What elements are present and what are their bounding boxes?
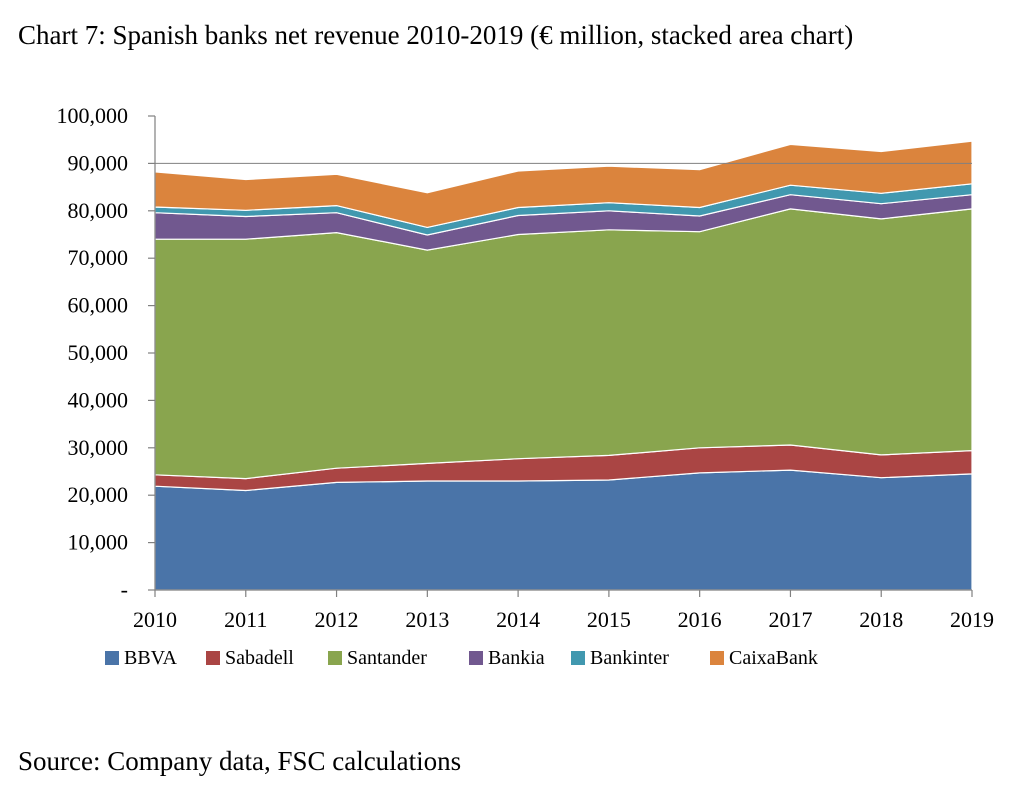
legend-item-sabadell: Sabadell [206, 647, 294, 669]
x-tick-label: 2014 [496, 607, 540, 632]
legend-swatch [469, 651, 483, 665]
legend-label: CaixaBank [729, 647, 818, 669]
x-tick-label: 2017 [768, 607, 812, 632]
y-tick-label: 40,000 [68, 387, 129, 412]
source-note: Source: Company data, FSC calculations [18, 746, 462, 776]
y-tick-label: 10,000 [68, 530, 129, 555]
legend-item-bankia: Bankia [469, 647, 545, 669]
x-tick-label: 2010 [133, 607, 177, 632]
x-tick-label: 2019 [950, 607, 994, 632]
legend-swatch [206, 651, 220, 665]
legend-label: BBVA [124, 647, 178, 669]
y-tick-labels: - 10,000 20,000 30,000 40,000 50,000 60,000 70,… [57, 103, 129, 602]
legend-item-bankinter: Bankinter [571, 647, 669, 669]
legend-label: Bankia [488, 647, 545, 669]
legend-item-santander: Santander [328, 647, 427, 669]
x-tick-label: 2012 [315, 607, 359, 632]
y-tick-label: 80,000 [68, 198, 129, 223]
chart-title: Chart 7: Spanish banks net revenue 2010-… [18, 20, 854, 50]
axes-layer [148, 115, 973, 597]
legend-swatch [105, 651, 119, 665]
y-tick-label: 90,000 [68, 150, 129, 175]
x-tick-label: 2011 [224, 607, 267, 632]
area-santander [154, 208, 973, 480]
legend-swatch [328, 651, 342, 665]
legend-label: Sabadell [225, 647, 294, 669]
x-tick-label: 2013 [405, 607, 449, 632]
legend-label: Santander [347, 647, 427, 669]
legend-swatch [571, 651, 585, 665]
legend-label: Bankinter [590, 647, 669, 669]
x-tick-label: 2016 [678, 607, 722, 632]
legend: BBVA Sabadell Santander Bankia Bankinter Caix… [105, 647, 818, 669]
y-tick-label: 60,000 [68, 293, 129, 318]
y-tick-label: 100,000 [57, 103, 129, 128]
legend-item-bbva: BBVA [105, 647, 178, 669]
y-tick-label: 50,000 [68, 340, 129, 365]
y-tick-label: 20,000 [68, 482, 129, 507]
x-tick-labels: 2010 2011 2012 2013 2014 2015 2016 2017 2018 2019 [133, 607, 994, 632]
x-tick-label: 2018 [859, 607, 903, 632]
x-tick-label: 2015 [587, 607, 631, 632]
y-tick-label: 30,000 [68, 435, 129, 460]
area-caixabank [154, 140, 973, 229]
legend-item-caixabank: CaixaBank [710, 647, 818, 669]
area-layer [154, 140, 973, 591]
y-tick-label: - [121, 577, 128, 602]
legend-swatch [710, 651, 724, 665]
y-tick-label: 70,000 [68, 245, 129, 270]
